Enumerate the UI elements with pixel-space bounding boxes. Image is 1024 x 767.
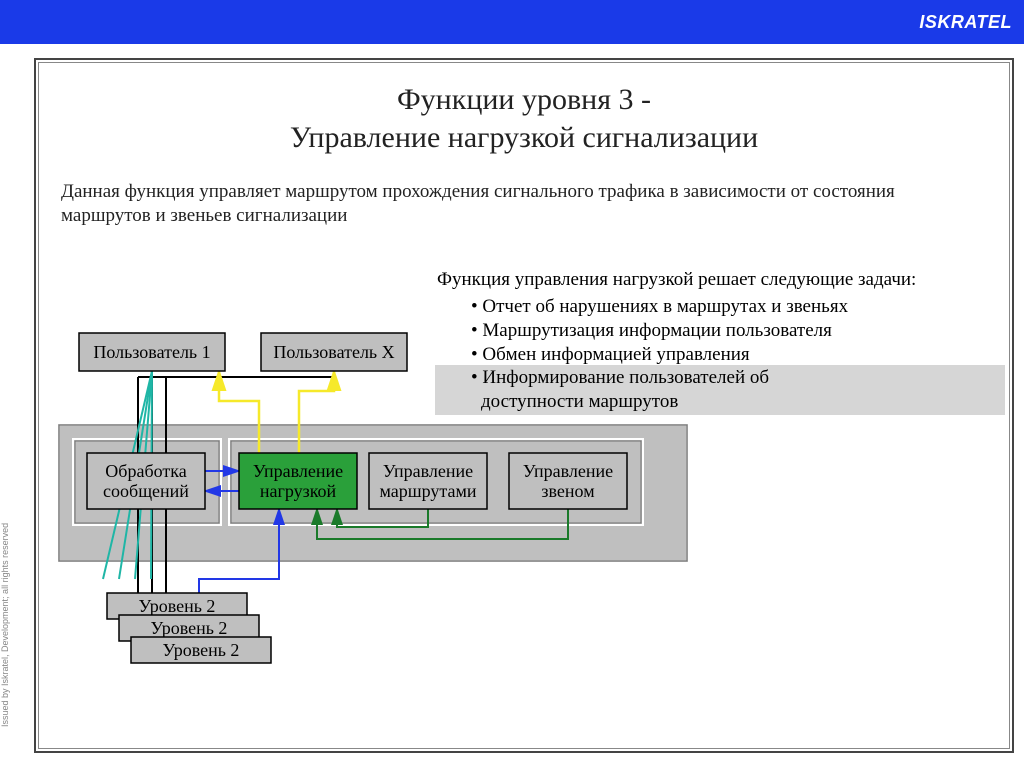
tasks-heading: Функция управления нагрузкой решает след…	[437, 269, 916, 291]
copyright-text: Issued by Iskratel, Development; all rig…	[0, 523, 10, 727]
slide-title: Функции уровня 3 - Управление нагрузкой …	[39, 81, 1009, 156]
svg-text:Уровень 2: Уровень 2	[163, 640, 240, 660]
svg-text:Управление: Управление	[253, 461, 343, 481]
svg-text:нагрузкой: нагрузкой	[260, 481, 337, 501]
header-bar: ISKRATEL	[0, 0, 1024, 44]
svg-text:Управление: Управление	[523, 461, 613, 481]
svg-text:Пользователь 1: Пользователь 1	[93, 342, 210, 362]
slide-inner: Функции уровня 3 - Управление нагрузкой …	[38, 62, 1010, 749]
bullet-item: • Отчет об нарушениях в маршрутах и звен…	[471, 295, 848, 319]
subtitle-text: Данная функция управляет маршрутом прохо…	[61, 180, 987, 228]
svg-text:Пользователь X: Пользователь X	[273, 342, 394, 362]
bullet-item: • Обмен информацией управления	[471, 343, 848, 367]
svg-text:сообщений: сообщений	[103, 481, 189, 501]
svg-text:звеном: звеном	[541, 481, 594, 501]
logo: ISKRATEL	[919, 12, 1012, 33]
svg-text:Уровень 2: Уровень 2	[151, 618, 228, 638]
bullet-item: доступности маршрутов	[471, 390, 848, 414]
bullet-item: • Информирование пользователей об	[471, 366, 848, 390]
bullet-list: • Отчет об нарушениях в маршрутах и звен…	[471, 295, 848, 414]
svg-text:Управление: Управление	[383, 461, 473, 481]
bullet-item: • Маршрутизация информации пользователя	[471, 319, 848, 343]
svg-text:Обработка: Обработка	[105, 461, 186, 481]
svg-text:маршрутами: маршрутами	[380, 481, 477, 501]
title-line-1: Функции уровня 3 -	[397, 83, 651, 116]
title-line-2: Управление нагрузкой сигнализации	[290, 121, 758, 154]
slide-frame: Функции уровня 3 - Управление нагрузкой …	[34, 58, 1014, 753]
svg-text:Уровень 2: Уровень 2	[139, 596, 216, 616]
